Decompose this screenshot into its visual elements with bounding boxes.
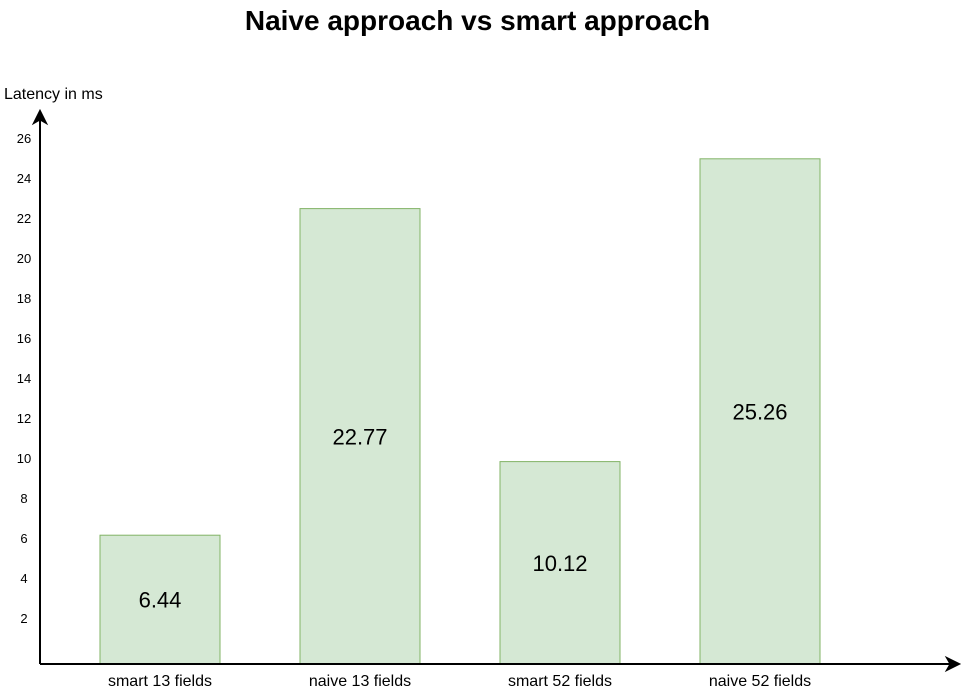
bar-value-label: 10.12 xyxy=(532,551,587,576)
x-tick-label: smart 13 fields xyxy=(108,673,212,690)
x-axis-arrowhead xyxy=(944,655,962,673)
y-tick-label: 10 xyxy=(17,451,31,466)
bar-smart-52-fields xyxy=(499,461,621,665)
y-tick-label: 24 xyxy=(17,171,31,186)
bar-naive-52-fields xyxy=(699,158,821,665)
bar-value-label: 6.44 xyxy=(139,588,182,613)
y-tick-label: 16 xyxy=(17,331,31,346)
x-tick-label: naive 13 fields xyxy=(309,673,411,690)
y-tick-label: 4 xyxy=(20,571,27,586)
chart-title: Naive approach vs smart approach xyxy=(244,5,711,36)
bar-naive-13-fields xyxy=(299,208,421,665)
y-tick-label: 18 xyxy=(17,291,31,306)
y-axis-arrowhead xyxy=(31,108,49,126)
bar-value-label: 25.26 xyxy=(732,399,787,424)
y-tick-label: 8 xyxy=(20,491,27,506)
x-tick-label: smart 52 fields xyxy=(508,673,612,690)
y-tick-label: 2 xyxy=(20,611,27,626)
bar-value-label: 22.77 xyxy=(332,424,387,449)
y-tick-label: 20 xyxy=(17,251,31,266)
y-tick-label: 6 xyxy=(20,531,27,546)
y-tick-label: 12 xyxy=(17,411,31,426)
y-tick-label: 22 xyxy=(17,211,31,226)
y-tick-label: 26 xyxy=(17,131,31,146)
bar-smart-13-fields xyxy=(99,534,221,665)
y-axis-title: Latency in ms xyxy=(4,86,103,103)
y-tick-label: 14 xyxy=(17,371,31,386)
x-tick-label: naive 52 fields xyxy=(709,673,811,690)
